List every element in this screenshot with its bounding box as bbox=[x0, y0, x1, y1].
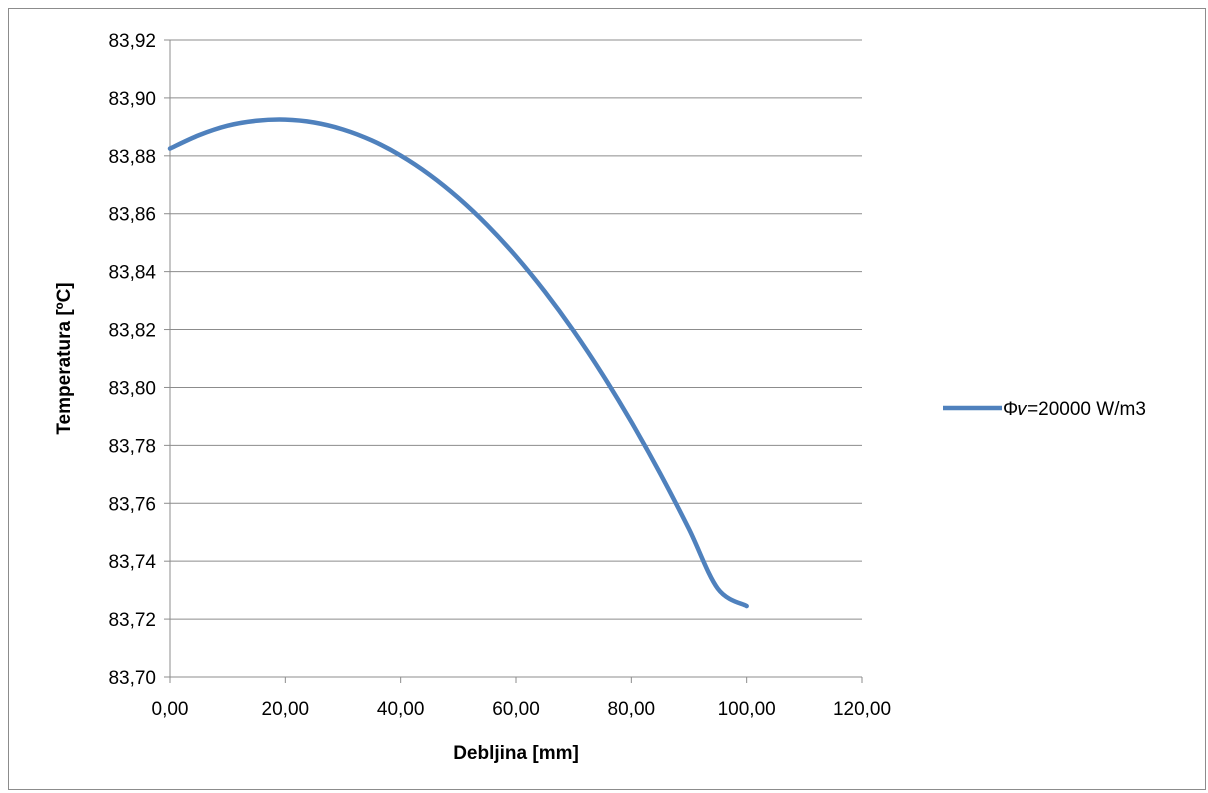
legend-label: Φ𝑣=20000 W/m3 bbox=[1003, 399, 1146, 420]
y-tick-label: 83,70 bbox=[108, 668, 156, 689]
y-tick-label: 83,86 bbox=[108, 205, 156, 226]
y-tick-labels: 83,70 83,72 83,74 83,76 83,78 83,80 83,82 83,84… bbox=[108, 31, 156, 689]
y-tick-label: 83,84 bbox=[108, 263, 156, 284]
x-tick-label: 60,00 bbox=[492, 699, 540, 720]
legend: Φ𝑣=20000 W/m3 bbox=[943, 399, 1146, 420]
x-tick-label: 20,00 bbox=[262, 699, 310, 720]
x-tick-labels: 0,00 20,00 40,00 60,00 80,00 100,00 120,00 bbox=[152, 699, 892, 720]
chart-frame bbox=[8, 8, 1206, 790]
x-tick-label: 80,00 bbox=[608, 699, 656, 720]
x-axis-title: Debljina [mm] bbox=[453, 743, 579, 764]
y-tick-label: 83,78 bbox=[108, 436, 156, 457]
y-tick-label: 83,92 bbox=[108, 31, 156, 52]
x-tick-label: 40,00 bbox=[377, 699, 425, 720]
y-tick-label: 83,90 bbox=[108, 89, 156, 110]
y-tick-label: 83,88 bbox=[108, 147, 156, 168]
y-tick-label: 83,72 bbox=[108, 610, 156, 631]
y-tick-label: 83,76 bbox=[108, 494, 156, 515]
gridlines bbox=[170, 39, 862, 620]
x-tick-label: 100,00 bbox=[718, 699, 776, 720]
x-tick-label: 0,00 bbox=[152, 699, 189, 720]
x-tick-label: 120,00 bbox=[833, 699, 891, 720]
y-tick-label: 83,80 bbox=[108, 378, 156, 399]
series-lines bbox=[167, 117, 749, 609]
series-line-0 bbox=[167, 117, 749, 609]
axes bbox=[164, 39, 863, 683]
y-tick-label: 83,74 bbox=[108, 552, 156, 573]
y-axis-title: Temperatura [ºC] bbox=[54, 282, 75, 434]
y-tick-label: 83,82 bbox=[108, 321, 156, 342]
